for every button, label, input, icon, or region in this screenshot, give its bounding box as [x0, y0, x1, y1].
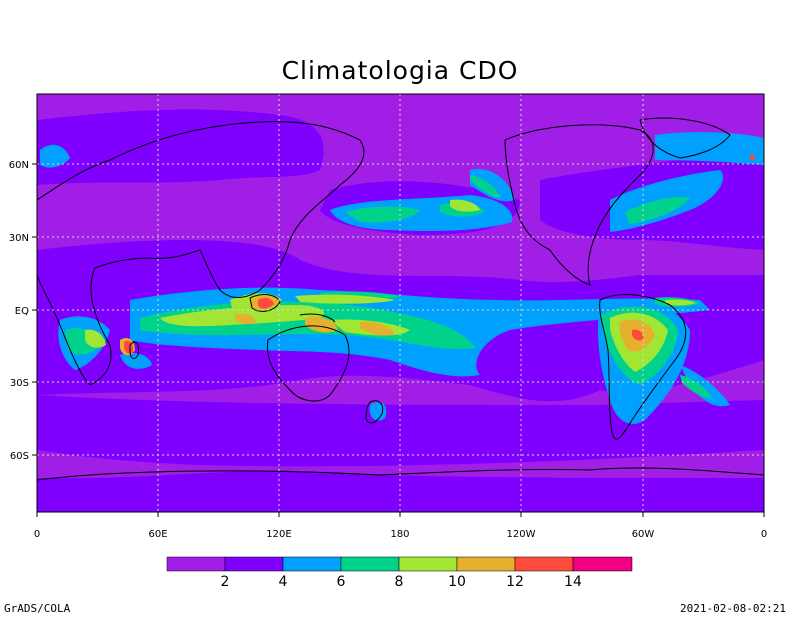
- colorbar-label: 4: [279, 574, 288, 590]
- grid-lines: [37, 94, 764, 512]
- colorbar-segment: [166, 556, 226, 572]
- y-tick-label: 30N: [9, 233, 29, 244]
- colorbar-label: 14: [564, 574, 582, 590]
- x-tick-label: 60E: [148, 529, 167, 540]
- x-tick-label: 0: [761, 529, 767, 540]
- y-tick-label: 60N: [9, 160, 29, 171]
- colorbar-label: 10: [448, 574, 466, 590]
- colorbar-segment: [340, 556, 400, 572]
- colorbar-label: 8: [395, 574, 404, 590]
- map-title: Climatologia CDO: [281, 56, 519, 85]
- colorbar-segment: [456, 556, 516, 572]
- footer-timestamp: 2021-02-08-02:21: [680, 602, 786, 615]
- colorbar-segment: [398, 556, 458, 572]
- colorbar-segment: [282, 556, 342, 572]
- tick-marks: [32, 163, 765, 517]
- colorbar-segment: [224, 556, 284, 572]
- level-14-regions: [124, 154, 755, 354]
- colorbar-label: 12: [506, 574, 524, 590]
- colorbar: [166, 556, 633, 572]
- map-plot-area: [37, 94, 764, 512]
- x-tick-label: 120W: [507, 529, 536, 540]
- x-tick-label: 60W: [632, 529, 655, 540]
- y-tick-label: EQ: [15, 306, 29, 317]
- y-tick-label: 30S: [10, 378, 29, 389]
- colorbar-label: 6: [337, 574, 346, 590]
- x-tick-label: 180: [390, 529, 409, 540]
- colorbar-segment: [572, 556, 633, 572]
- colorbar-label: 2: [221, 574, 230, 590]
- x-tick-label: 0: [34, 529, 40, 540]
- x-tick-label: 120E: [266, 529, 291, 540]
- colorbar-segment: [514, 556, 574, 572]
- footer-credit: GrADS/COLA: [4, 602, 71, 615]
- y-tick-label: 60S: [10, 451, 29, 462]
- continent-outlines: [37, 117, 764, 481]
